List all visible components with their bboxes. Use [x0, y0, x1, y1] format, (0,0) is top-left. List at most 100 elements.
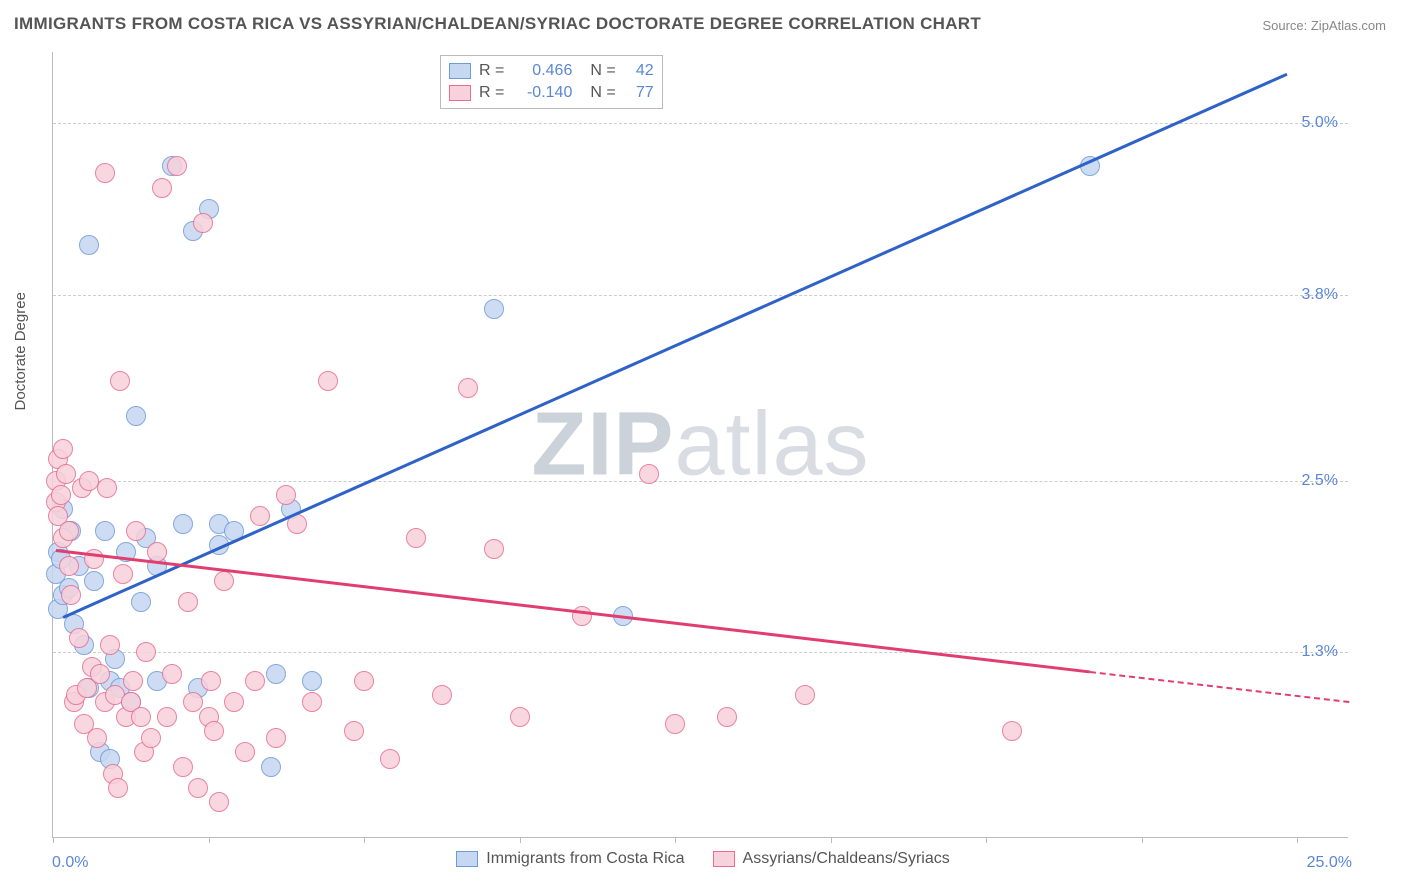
data-point [59, 556, 79, 576]
data-point [126, 521, 146, 541]
data-point [61, 585, 81, 605]
data-point [113, 564, 133, 584]
data-point [59, 521, 79, 541]
data-point [79, 471, 99, 491]
gridline [53, 295, 1348, 296]
gridline [53, 123, 1348, 124]
r-label: R = [479, 84, 504, 102]
data-point [108, 778, 128, 798]
data-point [380, 749, 400, 769]
data-point [188, 778, 208, 798]
data-point [406, 528, 426, 548]
data-point [51, 485, 71, 505]
x-tick [1297, 837, 1298, 843]
data-point [167, 156, 187, 176]
x-tick [986, 837, 987, 843]
correlation-chart: IMMIGRANTS FROM COSTA RICA VS ASSYRIAN/C… [0, 0, 1406, 892]
chart-title: IMMIGRANTS FROM COSTA RICA VS ASSYRIAN/C… [14, 14, 981, 34]
data-point [126, 406, 146, 426]
n-label: N = [590, 62, 615, 80]
data-point [245, 671, 265, 691]
data-point [95, 163, 115, 183]
r-value: -0.140 [512, 84, 572, 102]
data-point [90, 664, 110, 684]
source-attribution: Source: ZipAtlas.com [1262, 18, 1386, 33]
source-name: ZipAtlas.com [1311, 18, 1386, 33]
data-point [214, 571, 234, 591]
series-legend-item: Immigrants from Costa Rica [456, 850, 684, 868]
data-point [266, 728, 286, 748]
legend-swatch [449, 63, 471, 79]
data-point [354, 671, 374, 691]
data-point [261, 757, 281, 777]
data-point [173, 757, 193, 777]
y-axis-label: Doctorate Degree [12, 292, 29, 410]
data-point [100, 635, 120, 655]
data-point [97, 478, 117, 498]
data-point [639, 464, 659, 484]
data-point [795, 685, 815, 705]
data-point [665, 714, 685, 734]
watermark-part-b: atlas [674, 394, 869, 494]
plot-area: ZIPatlas 1.3%2.5%3.8%5.0% [52, 52, 1348, 838]
x-tick [53, 837, 54, 843]
data-point [162, 664, 182, 684]
stats-legend-row: R =0.466N =42 [449, 60, 654, 82]
data-point [1002, 721, 1022, 741]
data-point [178, 592, 198, 612]
data-point [157, 707, 177, 727]
regression-line [55, 549, 1089, 673]
data-point [302, 692, 322, 712]
n-value: 77 [624, 84, 654, 102]
regression-line [63, 74, 1287, 619]
x-tick [364, 837, 365, 843]
gridline [53, 481, 1348, 482]
data-point [69, 628, 89, 648]
data-point [302, 671, 322, 691]
data-point [136, 642, 156, 662]
data-point [484, 299, 504, 319]
y-tick-label: 5.0% [1302, 114, 1338, 132]
y-tick-label: 2.5% [1302, 472, 1338, 490]
data-point [193, 213, 213, 233]
data-point [510, 707, 530, 727]
data-point [87, 728, 107, 748]
data-point [95, 521, 115, 541]
data-point [53, 439, 73, 459]
series-legend-item: Assyrians/Chaldeans/Syriacs [713, 850, 950, 868]
series-legend: Immigrants from Costa Rica Assyrians/Chal… [0, 850, 1406, 872]
data-point [235, 742, 255, 762]
series-label: Assyrians/Chaldeans/Syriacs [743, 850, 950, 868]
n-value: 42 [624, 62, 654, 80]
stats-legend-row: R = -0.140 N = 77 [449, 82, 654, 104]
data-point [318, 371, 338, 391]
data-point [84, 571, 104, 591]
y-tick-label: 1.3% [1302, 643, 1338, 661]
x-tick [831, 837, 832, 843]
data-point [717, 707, 737, 727]
x-tick [1142, 837, 1143, 843]
data-point [79, 235, 99, 255]
n-label: N = [590, 84, 615, 102]
data-point [131, 707, 151, 727]
source-label: Source: [1262, 18, 1310, 33]
data-point [173, 514, 193, 534]
x-tick [520, 837, 521, 843]
data-point [250, 506, 270, 526]
stats-legend: R = 0.466 N = 42 R = -0.140 N = 77 [440, 55, 663, 109]
data-point [484, 539, 504, 559]
r-value: 0.466 [512, 62, 572, 80]
data-point [266, 664, 286, 684]
legend-swatch [713, 851, 735, 867]
data-point [344, 721, 364, 741]
data-point [110, 371, 130, 391]
series-label: Immigrants from Costa Rica [486, 850, 684, 868]
x-tick [209, 837, 210, 843]
data-point [276, 485, 296, 505]
data-point [224, 692, 244, 712]
x-tick [675, 837, 676, 843]
y-tick-label: 3.8% [1302, 286, 1338, 304]
data-point [123, 671, 143, 691]
regression-line [1090, 671, 1349, 703]
legend-swatch [456, 851, 478, 867]
